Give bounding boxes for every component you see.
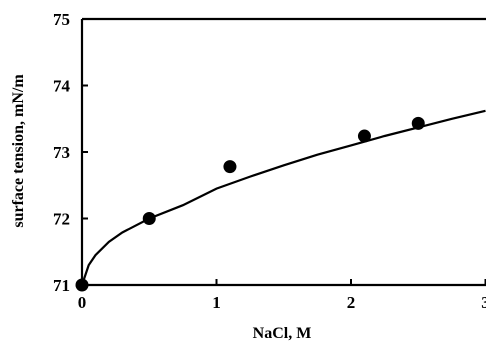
x-tick-label: 2 <box>347 293 356 312</box>
data-points <box>75 116 425 292</box>
data-point <box>357 129 371 143</box>
x-tick-label: 1 <box>212 293 221 312</box>
y-tick-label: 72 <box>53 210 70 229</box>
fit-curve <box>80 109 486 286</box>
y-tick-label: 71 <box>53 276 70 295</box>
y-axis-title: surface tension, mN/m <box>10 74 27 228</box>
tick-labels: 0 1 2 3 71 72 73 74 75 <box>53 10 486 312</box>
y-tick-label: 75 <box>53 10 70 29</box>
data-point <box>142 212 156 225</box>
ticks <box>81 18 486 286</box>
y-tick-label: 73 <box>53 143 70 162</box>
data-point <box>223 160 237 174</box>
y-tick-label: 74 <box>53 77 71 96</box>
data-point <box>411 116 425 130</box>
x-tick-label: 0 <box>78 293 87 312</box>
axes <box>80 17 486 287</box>
x-axis-title: NaCl, M <box>253 325 312 342</box>
data-point <box>75 278 89 292</box>
x-tick-label: 3 <box>481 293 486 312</box>
